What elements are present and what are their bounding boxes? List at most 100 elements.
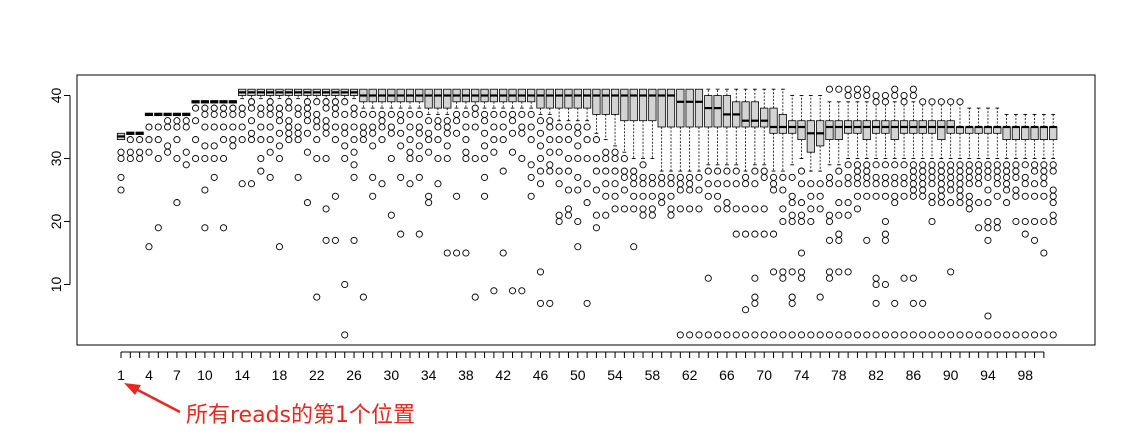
outlier-point bbox=[518, 287, 526, 295]
outlier-point bbox=[574, 154, 582, 163]
outlier-point bbox=[742, 306, 750, 314]
outlier-point bbox=[453, 110, 461, 118]
outlier-point bbox=[975, 167, 983, 175]
outlier-point bbox=[993, 224, 1001, 232]
outlier-point bbox=[331, 236, 339, 244]
outlier-point bbox=[1040, 167, 1048, 175]
outlier-point bbox=[1012, 217, 1020, 226]
outlier-point bbox=[788, 331, 796, 339]
outlier-point bbox=[891, 85, 899, 93]
outlier-point bbox=[658, 192, 666, 200]
outlier-point bbox=[275, 154, 284, 163]
box-position-13 bbox=[228, 100, 237, 150]
outlier-point bbox=[1003, 186, 1011, 194]
outlier-point bbox=[909, 180, 917, 188]
outlier-point bbox=[676, 186, 684, 194]
outlier-point bbox=[695, 331, 703, 339]
outlier-point bbox=[602, 211, 610, 219]
outlier-point bbox=[947, 199, 955, 207]
outlier-point bbox=[527, 161, 535, 169]
box-iqr bbox=[601, 88, 610, 115]
box-position-92 bbox=[965, 107, 974, 339]
outlier-point bbox=[686, 186, 694, 194]
outlier-point bbox=[257, 167, 265, 175]
outlier-point bbox=[126, 154, 134, 163]
box-position-77 bbox=[825, 85, 834, 339]
box-position-43 bbox=[508, 88, 517, 295]
box-position-30 bbox=[387, 88, 396, 219]
outlier-point bbox=[527, 123, 535, 131]
outlier-point bbox=[863, 173, 871, 181]
outlier-point bbox=[266, 110, 274, 118]
outlier-point bbox=[201, 186, 209, 194]
box-position-70 bbox=[760, 88, 769, 339]
outlier-point bbox=[704, 192, 712, 200]
outlier-point bbox=[574, 173, 582, 181]
outlier-point bbox=[956, 186, 964, 194]
outlier-point bbox=[909, 186, 917, 194]
outlier-point bbox=[425, 136, 433, 144]
outlier-point bbox=[714, 167, 722, 175]
outlier-point bbox=[797, 331, 806, 339]
outlier-point bbox=[583, 154, 591, 163]
outlier-point bbox=[219, 123, 228, 131]
outlier-point bbox=[769, 331, 778, 339]
outlier-point bbox=[117, 148, 125, 156]
outlier-point bbox=[816, 331, 824, 339]
outlier-point bbox=[900, 91, 908, 100]
outlier-point bbox=[471, 154, 479, 163]
outlier-point bbox=[639, 205, 647, 213]
box-position-66 bbox=[722, 88, 732, 339]
box-position-19 bbox=[284, 88, 293, 144]
outlier-point bbox=[387, 154, 395, 163]
outlier-point bbox=[891, 199, 899, 207]
outlier-point bbox=[527, 173, 535, 181]
outlier-point bbox=[1049, 211, 1057, 219]
outlier-point bbox=[900, 180, 908, 188]
outlier-point bbox=[909, 167, 917, 175]
box-position-5 bbox=[154, 112, 163, 232]
outlier-point bbox=[303, 104, 311, 112]
outlier-point bbox=[779, 331, 787, 339]
outlier-point bbox=[686, 180, 694, 188]
outlier-point bbox=[555, 123, 563, 131]
outlier-point bbox=[546, 123, 554, 131]
outlier-point bbox=[425, 117, 433, 125]
outlier-point bbox=[835, 180, 843, 188]
outlier-point bbox=[508, 148, 517, 156]
outlier-point bbox=[844, 91, 852, 100]
outlier-point bbox=[723, 180, 731, 188]
outlier-point bbox=[630, 243, 638, 251]
outlier-point bbox=[891, 173, 899, 181]
box-iqr bbox=[424, 88, 433, 109]
outlier-point bbox=[285, 104, 293, 112]
outlier-point bbox=[313, 98, 321, 106]
box-position-3 bbox=[135, 131, 144, 163]
outlier-point bbox=[331, 123, 339, 131]
outlier-point bbox=[229, 136, 237, 144]
outlier-point bbox=[1021, 217, 1029, 226]
outlier-point bbox=[937, 186, 945, 194]
x-tick-label: 7 bbox=[173, 367, 181, 383]
outlier-point bbox=[415, 142, 423, 150]
outlier-point bbox=[490, 136, 498, 144]
outlier-point bbox=[453, 117, 461, 125]
outlier-point bbox=[331, 104, 339, 112]
outlier-point bbox=[788, 211, 796, 219]
outlier-point bbox=[443, 249, 451, 257]
outlier-point bbox=[779, 274, 787, 282]
outlier-point bbox=[984, 199, 992, 207]
outlier-point bbox=[313, 117, 321, 125]
box-position-31 bbox=[396, 88, 405, 238]
outlier-point bbox=[192, 117, 200, 125]
box-position-82 bbox=[871, 91, 881, 339]
outlier-point bbox=[853, 180, 861, 188]
x-tick-label: 14 bbox=[234, 367, 250, 383]
outlier-point bbox=[518, 123, 526, 131]
outlier-point bbox=[975, 331, 983, 339]
outlier-point bbox=[275, 104, 284, 112]
outlier-point bbox=[807, 205, 815, 213]
outlier-point bbox=[397, 173, 405, 181]
x-tick-label: 78 bbox=[831, 367, 847, 383]
